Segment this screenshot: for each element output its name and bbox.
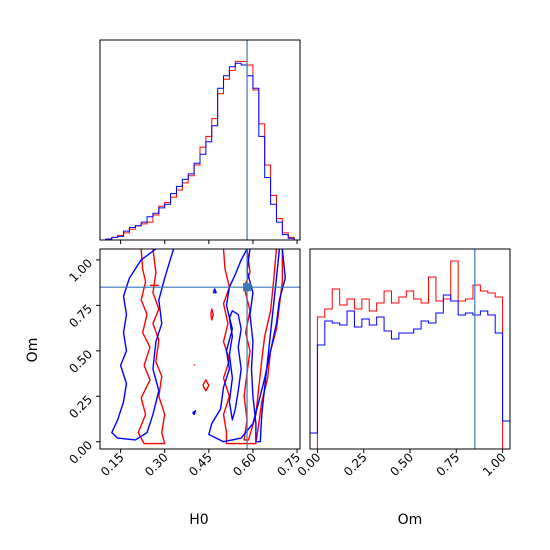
om-axis-label: Om — [398, 512, 423, 528]
h0-om-joint-panel: 0.15 0.30 0.45 0.60 0.750.000.250.500.751.00 — [66, 248, 303, 479]
contour-line — [228, 310, 242, 421]
contour-line — [246, 249, 281, 443]
om-y-axis-label: Om — [25, 338, 41, 363]
joint-x-tick-label: 0.15 — [98, 450, 127, 479]
joint-x-tick-label: 0.60 — [230, 450, 259, 479]
contour-line — [137, 249, 166, 445]
joint-y-tick-label: 0.00 — [66, 438, 95, 467]
om-marginal-frame — [309, 248, 511, 450]
om-marginal-x-tick-label: 0.25 — [341, 450, 370, 479]
om-marginal-x-tick-label: 1.00 — [480, 450, 509, 479]
joint-x-tick-label: 0.45 — [186, 450, 215, 479]
om-histogram-series — [309, 294, 511, 449]
contour-line — [210, 308, 214, 321]
joint-y-tick-label: 1.00 — [66, 256, 95, 285]
joint-x-tick-label: 0.30 — [142, 450, 171, 479]
joint-frame — [99, 248, 301, 450]
contour-line — [202, 379, 210, 392]
joint-y-tick-label: 0.25 — [66, 392, 95, 421]
om-marginal-panel: 0.00 0.25 0.50 0.75 1.00 — [295, 248, 511, 479]
contour-line — [208, 249, 286, 443]
contour-line — [111, 249, 175, 441]
om-marginal-x-tick-label: 0.75 — [434, 450, 463, 479]
om-marginal-x-tick-label: 0.00 — [295, 450, 324, 479]
contour-line — [243, 249, 278, 441]
joint-y-tick-label: 0.75 — [66, 302, 95, 331]
contour-line — [192, 410, 197, 416]
h0-marginal-frame — [99, 39, 301, 241]
contour-line — [212, 288, 217, 294]
contour-area — [111, 249, 286, 445]
om-marginal-x-tick-label: 0.50 — [387, 450, 416, 479]
h0-histogram-series — [100, 62, 300, 241]
h0-histogram-series — [100, 60, 300, 241]
h0-axis-label: H0 — [189, 512, 208, 528]
joint-y-tick-label: 0.50 — [66, 347, 95, 376]
h0-marginal-panel — [99, 39, 301, 244]
truth-marker — [243, 283, 252, 292]
om-histogram-series — [316, 260, 504, 449]
contour-line — [222, 249, 284, 445]
contour-line — [193, 363, 196, 366]
